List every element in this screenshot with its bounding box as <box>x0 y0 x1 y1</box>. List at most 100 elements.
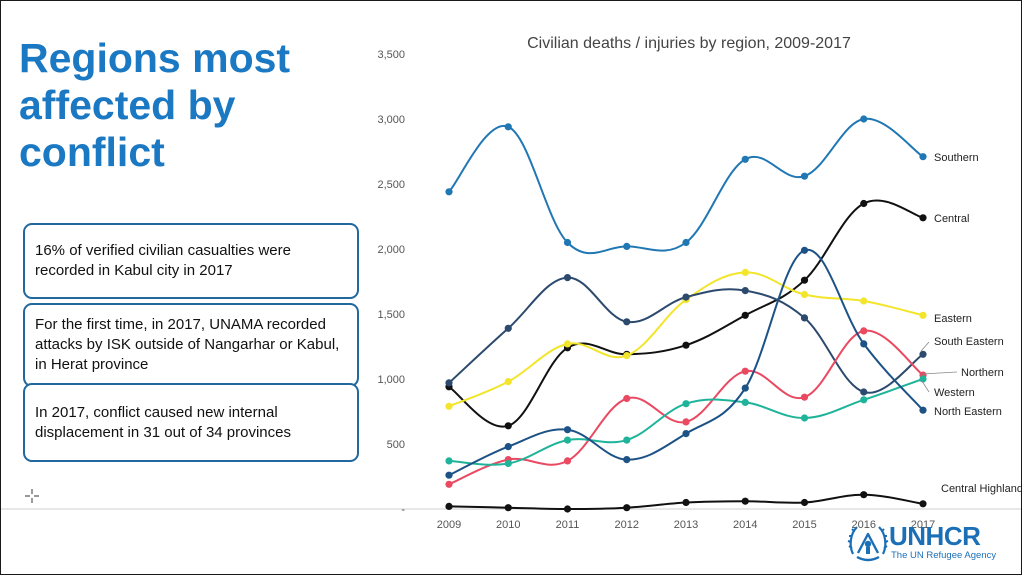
data-point <box>860 388 868 396</box>
data-point <box>860 115 868 123</box>
x-tick-label: 2016 <box>852 519 876 531</box>
series-eastern <box>445 268 927 410</box>
series-central-highlands <box>445 491 927 513</box>
x-tick-label: 2011 <box>556 519 580 531</box>
data-point <box>504 422 512 430</box>
chart-title: Civilian deaths / injuries by region, 20… <box>527 35 851 52</box>
y-tick-label: 3,000 <box>377 114 405 126</box>
series-western <box>445 375 927 468</box>
y-tick-label: 500 <box>387 439 405 451</box>
data-point <box>445 402 453 410</box>
series-end-label: Central Highlands <box>941 483 1021 495</box>
series-line <box>448 117 924 255</box>
data-point <box>682 341 690 349</box>
data-point <box>919 214 927 222</box>
series-end-label: Central <box>934 213 969 225</box>
series-line <box>448 271 924 408</box>
data-point <box>445 188 453 196</box>
series-line <box>448 329 924 486</box>
data-point <box>445 502 453 510</box>
data-point <box>682 418 690 426</box>
series-end-label: Western <box>934 387 975 399</box>
callout-text: For the first time, in 2017, UNAMA recor… <box>35 316 340 373</box>
data-point <box>445 471 453 479</box>
data-point <box>563 274 572 282</box>
data-point <box>860 340 868 348</box>
data-point <box>623 436 631 444</box>
series-end-label: Southern <box>934 152 979 164</box>
data-point <box>800 276 809 284</box>
data-point <box>623 394 631 403</box>
x-tick-label: 2017 <box>911 519 935 531</box>
data-point <box>919 153 927 161</box>
data-point <box>682 430 690 438</box>
data-point <box>623 504 631 512</box>
callout-kabul-casualties: 16% of verified civilian casualties were… <box>23 223 359 299</box>
series-lines <box>445 115 927 513</box>
series-end-label: Northern <box>961 367 1004 379</box>
data-point <box>860 199 868 208</box>
data-point <box>563 340 572 348</box>
logo-wordmark: UNHCR <box>889 521 981 551</box>
data-point <box>623 318 631 326</box>
y-tick-label: 1,500 <box>377 309 405 321</box>
y-tick-label: 2,500 <box>377 179 405 191</box>
y-tick-label: - <box>401 504 405 516</box>
data-point <box>563 457 572 465</box>
series-northern <box>445 327 927 488</box>
series-end-label: Eastern <box>934 313 972 325</box>
series-labels: Southern Central Eastern South Eastern North… <box>920 152 1021 495</box>
data-point <box>563 436 572 444</box>
x-tick-label: 2013 <box>674 519 698 531</box>
unhcr-emblem-icon <box>847 526 889 562</box>
x-tick-label: 2014 <box>733 519 757 531</box>
data-point <box>741 268 749 276</box>
series-line <box>448 199 924 428</box>
y-tick-label: 2,000 <box>377 244 405 256</box>
data-point <box>682 293 690 301</box>
callout-text: 16% of verified civilian casualties were… <box>35 242 291 279</box>
data-point <box>919 406 927 414</box>
logo-tagline: The UN Refugee Agency <box>891 550 997 561</box>
data-point <box>563 426 572 434</box>
data-point <box>741 155 749 163</box>
x-tick-label: 2012 <box>615 519 639 531</box>
label-leader-line <box>921 380 930 393</box>
series-end-label: South Eastern <box>934 336 1004 348</box>
data-point <box>504 123 512 131</box>
data-point <box>504 378 512 386</box>
series-south-eastern <box>445 274 927 396</box>
data-point <box>741 311 749 319</box>
data-point <box>504 459 512 468</box>
data-point <box>919 311 927 319</box>
data-point <box>504 443 512 451</box>
series-southern <box>445 115 927 255</box>
data-point <box>860 396 868 404</box>
series-north-eastern <box>445 246 927 479</box>
y-axis: - 500 1,000 1,500 2,000 2,500 3,000 3,500 <box>377 49 405 516</box>
data-point <box>860 327 868 335</box>
label-leader-line <box>920 341 930 352</box>
crosshair-cursor-icon <box>25 489 39 503</box>
callout-displacement: In 2017, conflict caused new internal di… <box>23 383 359 462</box>
data-point <box>860 297 868 305</box>
callout-isk-attacks: For the first time, in 2017, UNAMA recor… <box>23 303 359 387</box>
data-point <box>445 379 453 387</box>
data-point <box>919 500 927 508</box>
x-tick-label: 2009 <box>437 519 461 531</box>
data-point <box>682 400 690 408</box>
data-point <box>800 314 809 322</box>
label-leader-line <box>921 371 958 375</box>
y-tick-label: 3,500 <box>377 49 405 61</box>
series-end-label: North Eastern <box>934 406 1002 418</box>
data-point <box>682 498 690 507</box>
y-tick-label: 1,000 <box>377 374 405 386</box>
unhcr-logo: UNHCR The UN Refugee Agency <box>847 520 1017 568</box>
x-tick-label: 2010 <box>496 519 520 531</box>
page-title: Regions most affected by conflict <box>19 35 291 175</box>
data-point <box>800 393 809 401</box>
data-point <box>504 504 512 512</box>
series-line <box>448 248 924 477</box>
